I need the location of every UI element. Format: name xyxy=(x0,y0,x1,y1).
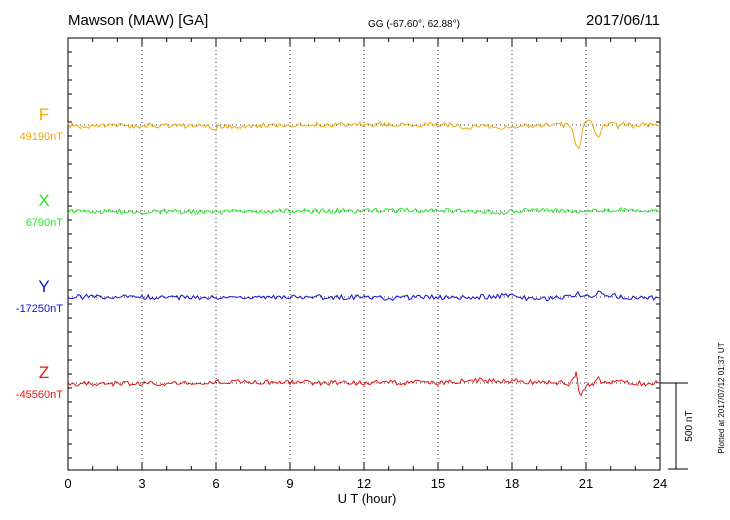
station-title: Mawson (MAW) [GA] xyxy=(68,12,208,29)
series-name-z: Z xyxy=(39,363,49,382)
x-tick-label: 24 xyxy=(653,476,667,491)
x-tick-label: 12 xyxy=(357,476,371,491)
series-line-y xyxy=(68,290,661,302)
scale-bar: 500 nT xyxy=(660,382,695,470)
plot-frame xyxy=(67,37,661,471)
series-name-x: X xyxy=(38,191,49,210)
x-tick-label: 0 xyxy=(64,476,71,491)
scale-bar-label: 500 nT xyxy=(684,410,695,441)
series-baseline-y: -17250nT xyxy=(16,303,63,315)
series-name-f: F xyxy=(39,105,49,124)
chart-date: 2017/06/11 xyxy=(586,12,660,29)
x-tick-label: 3 xyxy=(138,476,145,491)
series-baseline-z: -45560nT xyxy=(16,389,63,401)
x-tick-label: 15 xyxy=(431,476,445,491)
x-axis-label: U T (hour) xyxy=(338,491,397,506)
plotted-timestamp: Plotted at 2017/07/12 01:37 UT xyxy=(717,342,726,453)
series-line-z xyxy=(67,371,661,397)
series-name-y: Y xyxy=(38,277,49,296)
x-tick-labels: 0 3 6 9 12 15 18 21 24 xyxy=(64,476,667,491)
series-lines xyxy=(67,119,661,397)
series-line-x xyxy=(67,206,661,216)
series-baseline-x: 6790nT xyxy=(26,217,64,229)
x-tick-label: 6 xyxy=(212,476,219,491)
x-tick-label: 21 xyxy=(579,476,593,491)
series-line-f xyxy=(67,119,661,150)
grid-lines xyxy=(68,38,660,470)
series-baseline-f: 49190nT xyxy=(20,131,64,143)
series-labels: F 49190nT X 6790nT Y -17250nT Z -45560nT xyxy=(16,105,63,401)
station-coords: GG (-67.60°, 62.88°) xyxy=(368,19,460,30)
x-tick-label: 9 xyxy=(286,476,293,491)
x-tick-label: 18 xyxy=(505,476,519,491)
